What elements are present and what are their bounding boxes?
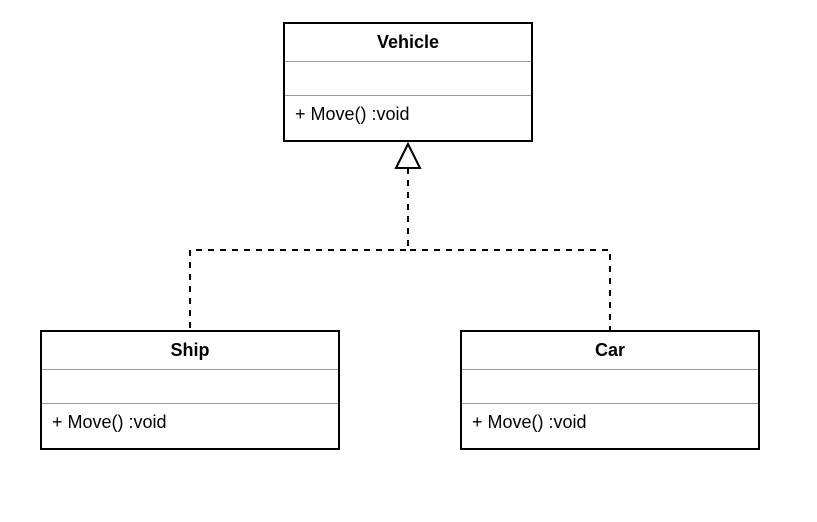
connector-path-right (408, 168, 610, 330)
diagram-canvas: Vehicle + Move() :void Ship + Move() :vo… (0, 0, 817, 522)
class-ship: Ship + Move() :void (40, 330, 340, 450)
class-vehicle: Vehicle + Move() :void (283, 22, 533, 142)
class-car: Car + Move() :void (460, 330, 760, 450)
class-vehicle-attributes (285, 62, 531, 96)
class-vehicle-name: Vehicle (285, 24, 531, 62)
class-ship-name: Ship (42, 332, 338, 370)
class-ship-attributes (42, 370, 338, 404)
class-ship-operations: + Move() :void (42, 404, 338, 442)
class-car-operations: + Move() :void (462, 404, 758, 442)
hollow-triangle-arrowhead (396, 144, 420, 168)
connector-path-left (190, 168, 408, 330)
class-car-name: Car (462, 332, 758, 370)
class-car-attributes (462, 370, 758, 404)
class-vehicle-operations: + Move() :void (285, 96, 531, 134)
